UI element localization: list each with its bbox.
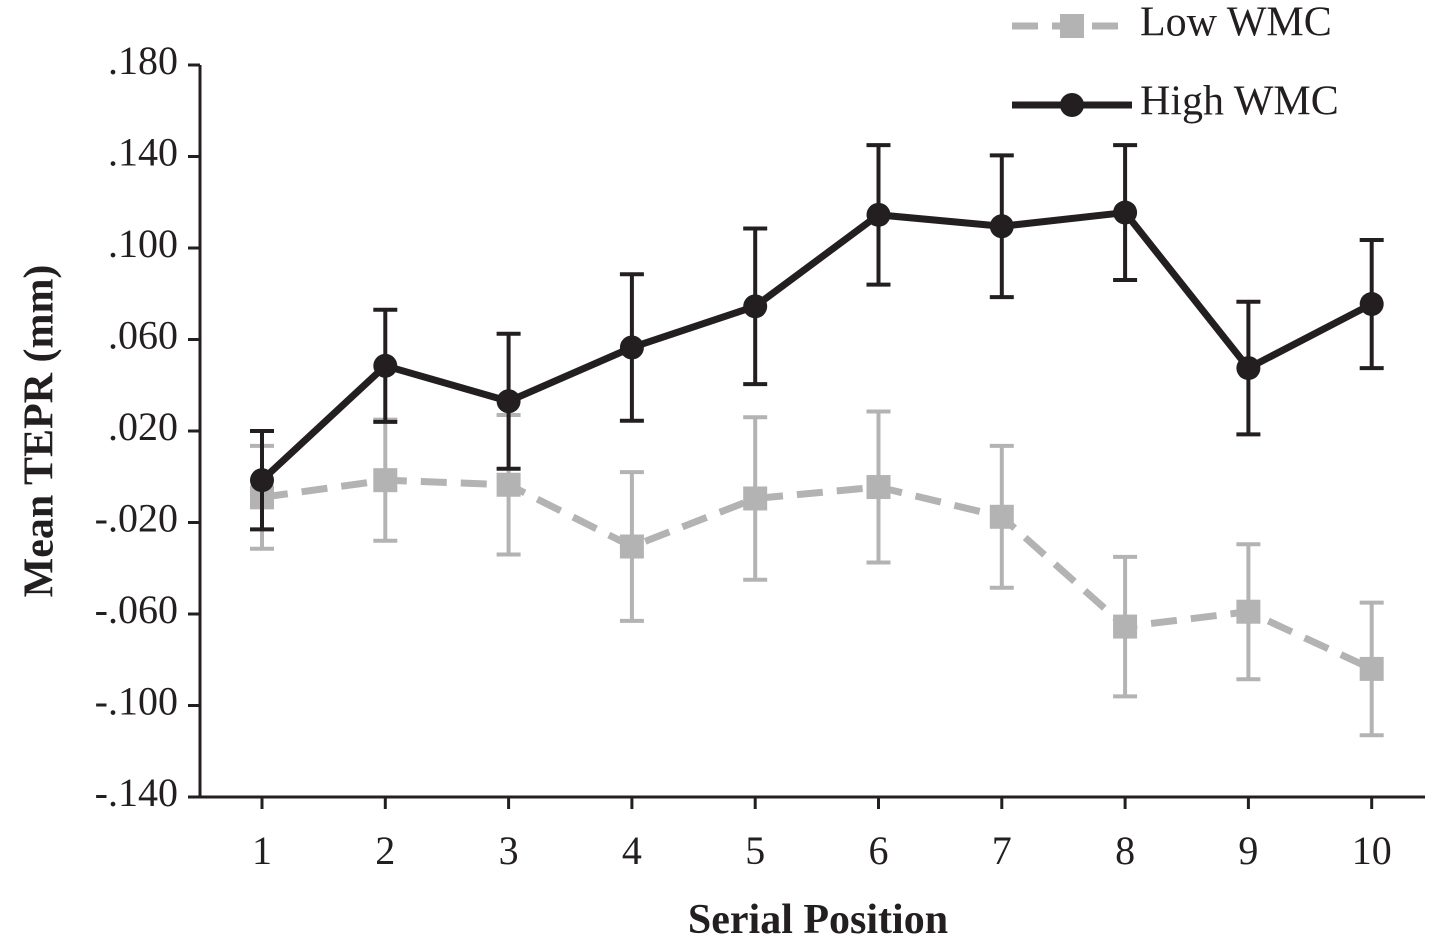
y-tick-label: .060 [108,313,178,358]
plot-area: .180 .140 .100 .060 .020 -.020 -.060 -.100 -.140… [95,38,1425,873]
data-point-high-wmc [866,202,891,227]
legend-marker-low-wmc [1060,14,1084,38]
y-axis-ticks: .180 .140 .100 .060 .020 -.020 -.060 -.100 -.140 [95,38,200,815]
series-low-wmc [250,409,1384,738]
legend-marker-high-wmc [1060,93,1084,117]
legend: Low WMC High WMC [1012,0,1339,125]
x-tick-label: 5 [745,828,765,873]
data-point-high-wmc [496,389,521,414]
series-line-low-wmc [261,476,1374,673]
y-tick-label: .020 [108,404,178,449]
legend-label-low-wmc: Low WMC [1140,0,1332,46]
x-tick-label: 10 [1352,828,1392,873]
data-point-low-wmc [866,475,891,500]
x-axis-ticks: 1 2 3 4 5 6 7 8 9 10 [252,797,1392,873]
legend-item-high-wmc: High WMC [1012,79,1339,125]
y-tick-label: -.100 [95,679,178,724]
y-tick-label: -.020 [95,496,178,541]
x-tick-label: 2 [375,828,395,873]
x-tick-label: 1 [252,828,272,873]
series-high-wmc [250,143,1384,532]
data-point-low-wmc [619,534,644,559]
x-tick-label: 8 [1115,828,1135,873]
data-point-low-wmc [1113,614,1138,639]
legend-label-high-wmc: High WMC [1140,79,1339,125]
data-point-high-wmc [373,353,398,378]
series-layer [250,143,1384,738]
data-point-low-wmc [1236,599,1261,624]
legend-item-low-wmc: Low WMC [1012,0,1332,46]
data-point-high-wmc [1113,200,1138,225]
data-point-low-wmc [1359,656,1384,681]
y-axis-title: Mean TEPR (mm) [17,265,63,598]
data-point-low-wmc [989,504,1014,529]
data-point-high-wmc [619,335,644,360]
y-tick-label: .180 [108,38,178,83]
y-tick-label: .100 [108,221,178,266]
x-tick-label: 9 [1238,828,1258,873]
y-tick-label: -.140 [95,770,178,815]
data-point-high-wmc [743,294,768,319]
x-tick-label: 7 [992,828,1012,873]
data-point-high-wmc [989,214,1014,239]
x-tick-label: 3 [499,828,519,873]
y-tick-label: .140 [108,130,178,175]
x-tick-label: 6 [869,828,889,873]
data-point-low-wmc [496,472,521,497]
data-point-high-wmc [1236,356,1261,381]
data-point-low-wmc [373,468,398,493]
data-point-low-wmc [743,486,768,511]
x-tick-label: 4 [622,828,642,873]
data-point-high-wmc [1359,292,1384,317]
y-tick-label: -.060 [95,587,178,632]
data-point-high-wmc [250,468,274,493]
x-axis-title: Serial Position [688,897,948,943]
series-line-high-wmc [259,209,1374,483]
